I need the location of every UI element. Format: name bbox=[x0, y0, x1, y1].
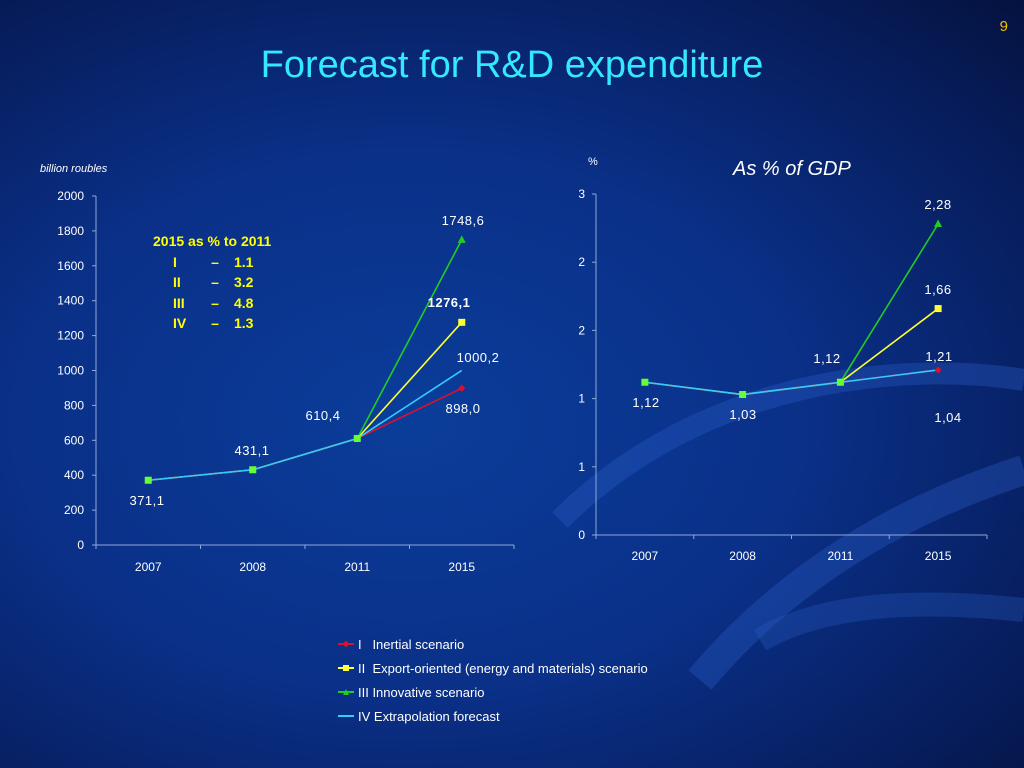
data-label: 1276,1 bbox=[428, 295, 471, 310]
slide-title: Forecast for R&D expenditure bbox=[260, 44, 764, 86]
series-line bbox=[644, 223, 939, 396]
x-tick-label: 2015 bbox=[448, 560, 475, 574]
legend-swatch-extrapolation bbox=[338, 711, 354, 721]
annotation-value: 1.3 bbox=[234, 315, 254, 331]
legend-item-export: II Export-oriented (energy and materials… bbox=[338, 656, 648, 680]
data-point-square bbox=[739, 391, 747, 399]
legend: I Inertial scenario II Export-oriented (… bbox=[338, 632, 648, 728]
data-label: 1,04 bbox=[934, 410, 961, 425]
y-tick-label: 1 bbox=[578, 392, 585, 406]
annotation-heading: 2015 as % to 2011 bbox=[153, 233, 272, 249]
data-label: 371,1 bbox=[129, 493, 164, 508]
y-tick-label: 1600 bbox=[57, 259, 84, 273]
annotation-value: 4.8 bbox=[234, 294, 254, 311]
y-tick-label: 2000 bbox=[57, 189, 84, 203]
data-label: 898,0 bbox=[445, 401, 480, 416]
data-label: 1,12 bbox=[813, 351, 840, 366]
series-line bbox=[644, 369, 939, 396]
legend-swatch-innovative bbox=[338, 687, 354, 697]
data-label: 1,03 bbox=[729, 407, 756, 422]
growth-annotation: 2015 as % to 2011 I – 1.1 II – 3.2 III –… bbox=[153, 231, 271, 334]
legend-marker bbox=[343, 665, 349, 671]
left-chart-unit-label: billion roubles bbox=[40, 163, 108, 175]
series-line bbox=[148, 369, 463, 482]
data-point-square bbox=[458, 318, 466, 326]
annotation-row: I – 1.1 bbox=[153, 252, 271, 273]
annotation-dash: – bbox=[211, 294, 219, 311]
y-tick-label: 2 bbox=[578, 323, 585, 337]
data-point-square bbox=[836, 378, 844, 386]
data-point-square bbox=[249, 466, 257, 474]
y-tick-label: 2 bbox=[578, 255, 585, 269]
x-tick-label: 2008 bbox=[239, 560, 266, 574]
data-label: 1000,2 bbox=[457, 350, 500, 365]
y-tick-label: 1 bbox=[578, 460, 585, 474]
page-number: 9 bbox=[999, 18, 1008, 35]
data-point-triangle bbox=[457, 235, 466, 243]
data-point-diamond bbox=[934, 366, 942, 374]
legend-line bbox=[338, 715, 354, 717]
legend-label: IV Extrapolation forecast bbox=[358, 708, 500, 724]
annotation-dash: – bbox=[211, 274, 219, 290]
y-tick-label: 600 bbox=[64, 433, 84, 447]
y-tick-label: 1000 bbox=[57, 364, 84, 378]
data-label: 431,1 bbox=[234, 443, 269, 458]
y-tick-label: 200 bbox=[64, 503, 84, 517]
x-tick-label: 2007 bbox=[632, 549, 659, 563]
y-tick-label: 800 bbox=[64, 398, 84, 412]
y-tick-label: 400 bbox=[64, 468, 84, 482]
right-chart-unit-label: % bbox=[588, 156, 598, 168]
y-tick-label: 1400 bbox=[57, 294, 84, 308]
annotation-row: IV – 1.3 bbox=[153, 313, 271, 334]
annotation-scenario: I bbox=[173, 253, 177, 270]
data-point-square bbox=[353, 434, 361, 442]
data-point-square bbox=[934, 305, 942, 313]
y-tick-label: 3 bbox=[578, 187, 585, 201]
data-label: 2,28 bbox=[924, 197, 951, 212]
x-tick-label: 2007 bbox=[135, 560, 162, 574]
annotation-dash: – bbox=[211, 315, 219, 331]
x-tick-label: 2015 bbox=[925, 549, 952, 563]
y-tick-label: 1200 bbox=[57, 329, 84, 343]
data-label: 610,4 bbox=[305, 408, 340, 423]
annotation-row: II – 3.2 bbox=[153, 272, 271, 293]
legend-item-extrapolation: IV Extrapolation forecast bbox=[338, 704, 648, 728]
right-chart-title: As % of GDP bbox=[733, 158, 851, 180]
annotation-scenario: IV bbox=[173, 315, 187, 331]
data-point-square bbox=[144, 476, 152, 484]
y-tick-label: 0 bbox=[77, 538, 84, 552]
data-label: 1748,6 bbox=[442, 213, 485, 228]
x-tick-label: 2008 bbox=[729, 549, 756, 563]
annotation-row: III – 4.8 bbox=[153, 293, 271, 314]
legend-item-inertial: I Inertial scenario bbox=[338, 632, 648, 656]
legend-swatch-inertial bbox=[338, 639, 354, 649]
x-tick-label: 2011 bbox=[344, 560, 370, 574]
data-label: 1,12 bbox=[632, 395, 659, 410]
data-point-square bbox=[641, 378, 649, 386]
legend-label: I Inertial scenario bbox=[358, 636, 465, 652]
legend-marker bbox=[342, 640, 350, 648]
legend-label: II Export-oriented (energy and materials… bbox=[358, 660, 648, 676]
annotation-value: 1.1 bbox=[234, 253, 254, 270]
annotation-scenario: III bbox=[173, 294, 185, 311]
data-point-diamond bbox=[458, 384, 466, 392]
series-line bbox=[644, 307, 939, 396]
legend-label: III Innovative scenario bbox=[358, 684, 485, 700]
data-label: 1,66 bbox=[924, 282, 951, 297]
annotation-scenario: II bbox=[173, 274, 181, 290]
annotation-value: 3.2 bbox=[234, 274, 254, 290]
x-tick-label: 2011 bbox=[827, 549, 853, 563]
series-line bbox=[644, 369, 939, 396]
y-tick-label: 1800 bbox=[57, 224, 84, 238]
annotation-dash: – bbox=[211, 253, 219, 270]
y-tick-label: 0 bbox=[578, 528, 585, 542]
legend-swatch-export bbox=[338, 663, 354, 673]
legend-item-innovative: III Innovative scenario bbox=[338, 680, 648, 704]
data-point-triangle bbox=[934, 219, 943, 228]
legend-marker bbox=[343, 689, 349, 695]
data-label: 1,21 bbox=[925, 349, 952, 364]
